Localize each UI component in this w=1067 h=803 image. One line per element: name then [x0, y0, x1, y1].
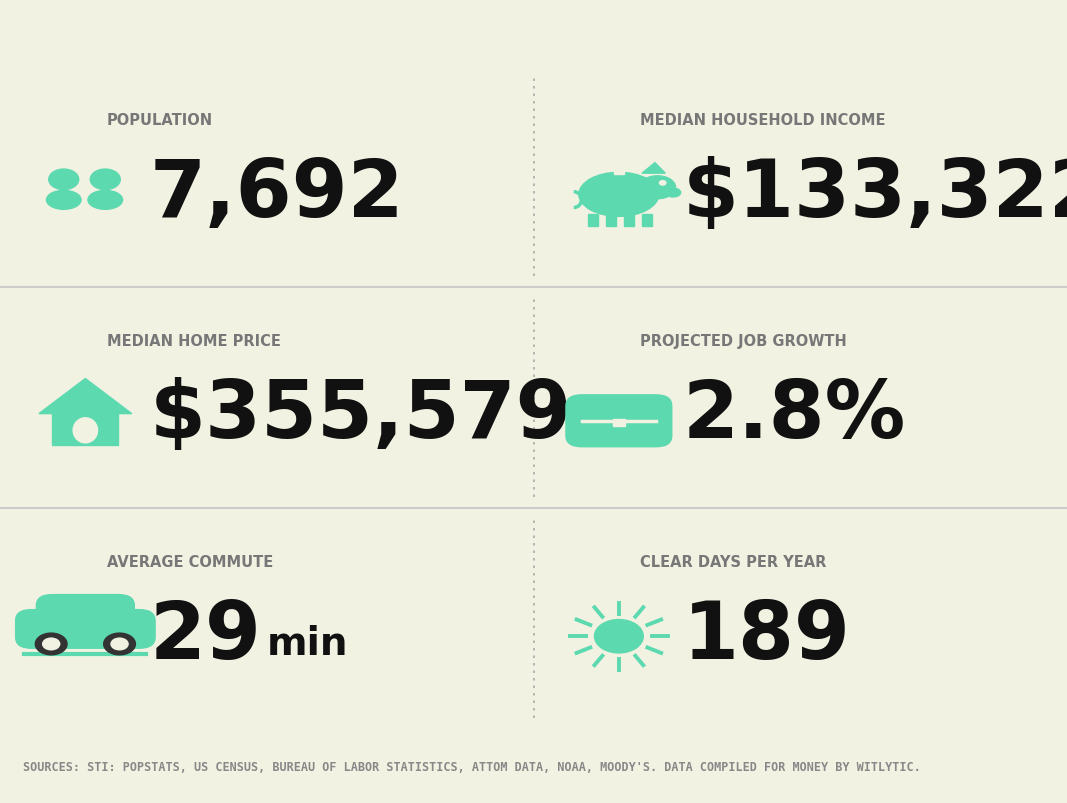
Ellipse shape — [639, 177, 675, 199]
Text: SOURCES: STI: POPSTATS, US CENSUS, BUREAU OF LABOR STATISTICS, ATTOM DATA, NOAA,: SOURCES: STI: POPSTATS, US CENSUS, BUREA… — [23, 760, 921, 772]
Ellipse shape — [47, 191, 81, 210]
Text: 7,692: 7,692 — [149, 156, 404, 234]
Text: 29: 29 — [149, 597, 261, 675]
Circle shape — [594, 620, 643, 653]
Text: $133,322: $133,322 — [683, 156, 1067, 234]
Circle shape — [103, 634, 136, 655]
Ellipse shape — [87, 191, 123, 210]
Text: AVERAGE COMMUTE: AVERAGE COMMUTE — [107, 554, 273, 569]
Circle shape — [49, 170, 79, 190]
Text: min: min — [267, 624, 348, 662]
Ellipse shape — [665, 189, 681, 198]
Text: MEDIAN HOME PRICE: MEDIAN HOME PRICE — [107, 333, 281, 349]
FancyBboxPatch shape — [566, 395, 672, 447]
Ellipse shape — [579, 173, 658, 217]
Text: 189: 189 — [683, 597, 850, 675]
Circle shape — [35, 634, 67, 655]
FancyBboxPatch shape — [36, 595, 134, 634]
Text: PROJECTED JOB GROWTH: PROJECTED JOB GROWTH — [640, 333, 847, 349]
Polygon shape — [642, 163, 665, 174]
Circle shape — [111, 638, 128, 650]
Circle shape — [91, 170, 121, 190]
Bar — [642, 214, 652, 226]
Polygon shape — [39, 379, 131, 414]
Text: 2.8%: 2.8% — [683, 377, 906, 454]
Text: $355,579: $355,579 — [149, 377, 572, 454]
Circle shape — [43, 638, 60, 650]
Text: CLEAR DAYS PER YEAR: CLEAR DAYS PER YEAR — [640, 554, 827, 569]
Circle shape — [659, 181, 666, 185]
Text: POPULATION: POPULATION — [107, 112, 212, 128]
Bar — [606, 214, 617, 226]
Bar — [588, 214, 599, 226]
Bar — [52, 413, 118, 446]
Text: MEDIAN HOUSEHOLD INCOME: MEDIAN HOUSEHOLD INCOME — [640, 112, 886, 128]
Bar — [614, 420, 624, 426]
Bar — [624, 214, 634, 226]
Bar — [614, 171, 624, 175]
FancyBboxPatch shape — [16, 609, 155, 649]
Ellipse shape — [74, 418, 97, 443]
